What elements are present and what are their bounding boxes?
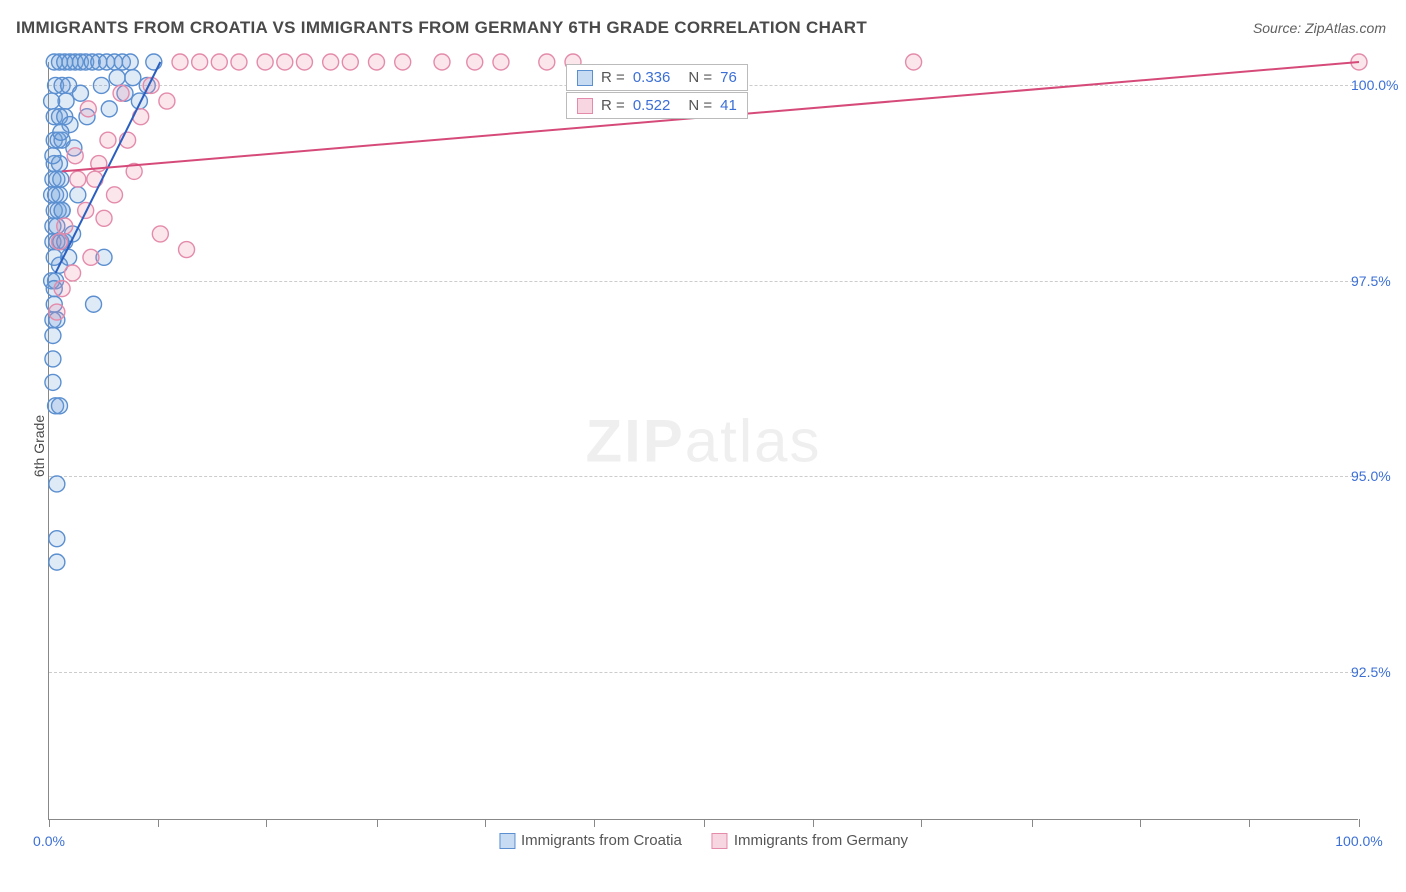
legend-swatch-croatia-icon xyxy=(499,833,515,849)
x-tick xyxy=(1359,819,1360,827)
legend-swatch-germany-icon xyxy=(712,833,728,849)
scatter-svg xyxy=(49,62,1359,820)
stat-n-value: 41 xyxy=(720,97,737,114)
scatter-point-germany xyxy=(296,54,312,70)
scatter-point-germany xyxy=(96,210,112,226)
scatter-point-germany xyxy=(467,54,483,70)
stat-n-value: 76 xyxy=(720,69,737,86)
x-tick xyxy=(485,819,486,827)
scatter-point-croatia xyxy=(58,93,74,109)
source-attribution: Source: ZipAtlas.com xyxy=(1253,20,1386,36)
scatter-point-germany xyxy=(369,54,385,70)
scatter-point-germany xyxy=(539,54,555,70)
y-tick-label: 92.5% xyxy=(1351,664,1406,680)
x-tick xyxy=(704,819,705,827)
legend-item-croatia: Immigrants from Croatia xyxy=(499,832,682,849)
scatter-point-germany xyxy=(159,93,175,109)
scatter-point-germany xyxy=(152,226,168,242)
stat-label: R = xyxy=(601,97,625,114)
scatter-point-germany xyxy=(211,54,227,70)
scatter-point-germany xyxy=(493,54,509,70)
x-tick xyxy=(49,819,50,827)
scatter-point-croatia xyxy=(122,54,138,70)
stat-r-value: 0.522 xyxy=(633,97,671,114)
x-tick xyxy=(266,819,267,827)
x-tick xyxy=(158,819,159,827)
y-tick-label: 100.0% xyxy=(1351,77,1406,93)
scatter-point-croatia xyxy=(45,148,61,164)
stat-label: N = xyxy=(688,69,712,86)
y-tick-label: 95.0% xyxy=(1351,468,1406,484)
scatter-point-germany xyxy=(231,54,247,70)
legend-item-germany: Immigrants from Germany xyxy=(712,832,908,849)
scatter-point-croatia xyxy=(45,328,61,344)
scatter-point-croatia xyxy=(51,398,67,414)
scatter-point-germany xyxy=(51,234,67,250)
scatter-point-germany xyxy=(277,54,293,70)
scatter-point-croatia xyxy=(45,374,61,390)
x-tick xyxy=(921,819,922,827)
scatter-point-croatia xyxy=(45,351,61,367)
legend-swatch-croatia-icon xyxy=(577,70,593,86)
scatter-point-germany xyxy=(434,54,450,70)
scatter-point-germany xyxy=(192,54,208,70)
scatter-point-croatia xyxy=(125,70,141,86)
scatter-point-germany xyxy=(906,54,922,70)
x-tick-label: 100.0% xyxy=(1335,833,1382,849)
scatter-point-croatia xyxy=(44,93,60,109)
scatter-point-croatia xyxy=(53,124,69,140)
x-tick xyxy=(813,819,814,827)
scatter-point-germany xyxy=(172,54,188,70)
stat-label: N = xyxy=(688,97,712,114)
scatter-point-germany xyxy=(100,132,116,148)
scatter-point-germany xyxy=(107,187,123,203)
legend-swatch-germany-icon xyxy=(577,98,593,114)
x-tick xyxy=(594,819,595,827)
scatter-point-croatia xyxy=(49,531,65,547)
stats-box-germany: R = 0.522 N = 41 xyxy=(566,92,748,119)
scatter-point-croatia xyxy=(54,202,70,218)
legend-bottom: Immigrants from Croatia Immigrants from G… xyxy=(499,832,908,849)
x-tick xyxy=(377,819,378,827)
scatter-point-croatia xyxy=(93,77,109,93)
scatter-point-croatia xyxy=(72,85,88,101)
x-tick xyxy=(1249,819,1250,827)
legend-label: Immigrants from Croatia xyxy=(521,832,682,849)
scatter-point-croatia xyxy=(49,554,65,570)
scatter-point-germany xyxy=(113,85,129,101)
scatter-point-germany xyxy=(54,281,70,297)
scatter-point-germany xyxy=(395,54,411,70)
chart-title: IMMIGRANTS FROM CROATIA VS IMMIGRANTS FR… xyxy=(16,18,867,38)
y-tick-label: 97.5% xyxy=(1351,273,1406,289)
plot-area: 92.5%95.0%97.5%100.0% 0.0%100.0% ZIPatla… xyxy=(48,62,1358,820)
scatter-point-germany xyxy=(342,54,358,70)
x-tick xyxy=(1140,819,1141,827)
scatter-point-germany xyxy=(323,54,339,70)
scatter-point-croatia xyxy=(70,187,86,203)
scatter-point-croatia xyxy=(53,171,69,187)
stats-box-croatia: R = 0.336 N = 76 xyxy=(566,64,748,91)
scatter-point-germany xyxy=(67,148,83,164)
x-tick xyxy=(1032,819,1033,827)
stat-label: R = xyxy=(601,69,625,86)
scatter-point-germany xyxy=(179,242,195,258)
scatter-point-croatia xyxy=(101,101,117,117)
scatter-point-germany xyxy=(49,304,65,320)
scatter-point-croatia xyxy=(131,93,147,109)
legend-label: Immigrants from Germany xyxy=(734,832,908,849)
x-tick-label: 0.0% xyxy=(33,833,65,849)
scatter-point-germany xyxy=(257,54,273,70)
scatter-point-croatia xyxy=(109,70,125,86)
scatter-point-germany xyxy=(57,218,73,234)
scatter-point-germany xyxy=(83,249,99,265)
scatter-point-germany xyxy=(70,171,86,187)
scatter-point-germany xyxy=(80,101,96,117)
scatter-point-croatia xyxy=(86,296,102,312)
y-axis-label: 6th Grade xyxy=(31,415,47,477)
scatter-point-germany xyxy=(65,265,81,281)
stat-r-value: 0.336 xyxy=(633,69,671,86)
scatter-point-croatia xyxy=(49,476,65,492)
scatter-point-croatia xyxy=(51,187,67,203)
